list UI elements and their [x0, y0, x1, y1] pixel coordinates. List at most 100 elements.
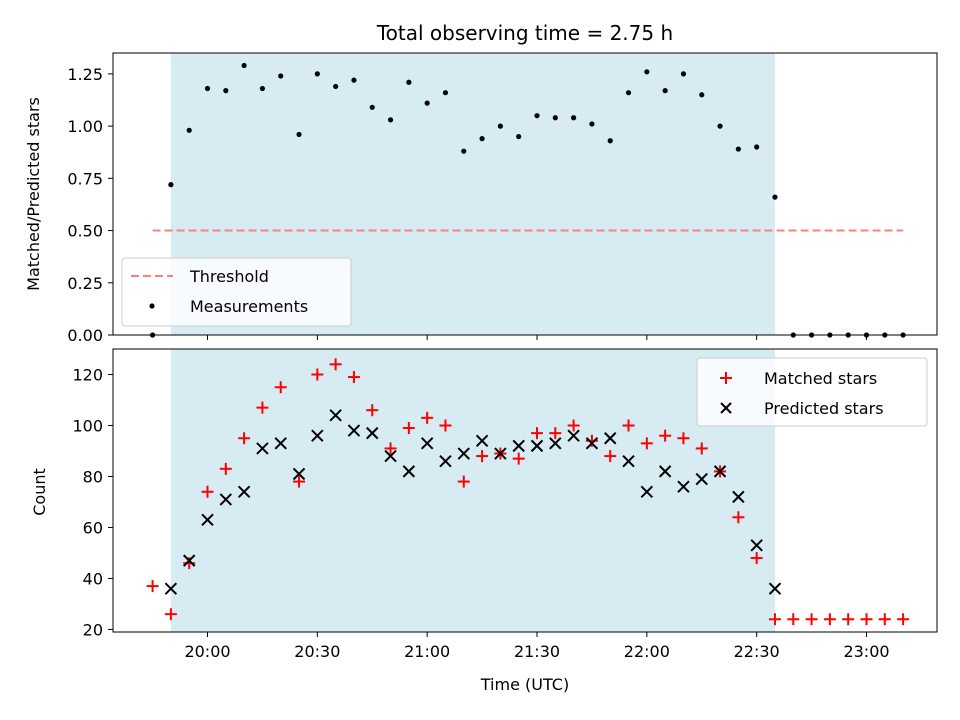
measurement-point [589, 121, 595, 127]
count-y-tick-label: 20 [83, 620, 103, 639]
matched-point [768, 613, 781, 626]
predicted-point [658, 465, 672, 478]
x-axis-label: Time (UTC) [480, 675, 569, 694]
matched-point [476, 450, 489, 463]
measurement-point [607, 138, 613, 144]
measurement-point [168, 182, 174, 188]
measurement-point [204, 85, 211, 92]
predicted-legend-marker [720, 402, 732, 414]
measurement-point [680, 71, 687, 77]
ratio-y-tick-label: 1.00 [67, 117, 103, 136]
matched-point [384, 442, 397, 455]
matched-point [695, 442, 708, 455]
matched-point [585, 434, 598, 447]
matched-point [311, 368, 324, 381]
matched-legend-label: Matched stars [764, 369, 877, 388]
matched-point [604, 450, 617, 463]
matched-point [512, 452, 525, 465]
predicted-point [256, 442, 269, 455]
count-y-tick-label: 120 [72, 365, 103, 384]
matched-point [402, 422, 415, 435]
predicted-point [640, 485, 654, 498]
measurement-point [644, 69, 650, 75]
ratio-legend: Threshold Measurements [121, 257, 352, 327]
observing-window-span [170, 349, 775, 632]
measurement-point [497, 123, 503, 129]
predicted-point [512, 439, 525, 453]
measurement-point [516, 133, 522, 140]
x-tick-label: 22:30 [734, 642, 780, 661]
measurement-point [735, 146, 741, 152]
matched-point [842, 613, 855, 626]
predicted-point [329, 409, 342, 422]
predicted-point [347, 424, 361, 437]
measurement-point [534, 113, 540, 119]
ratio-y-tick-label: 0.50 [67, 222, 103, 241]
predicted-point [549, 437, 562, 450]
matched-point [622, 419, 635, 432]
count-legend: Matched stars Predicted stars [696, 357, 928, 427]
ratio-y-tick-label: 0.00 [67, 326, 103, 345]
matched-point [805, 613, 818, 626]
matched-point [640, 437, 653, 450]
count-panel: 20 40 60 80 100 120 20:00 20:30 21:00 21:30 22:00… [30, 348, 938, 694]
x-tick-label: 23:00 [843, 642, 889, 661]
predicted-point [311, 429, 324, 442]
measurement-point [699, 92, 705, 98]
matched-point [897, 613, 910, 626]
count-y-tick-label: 60 [83, 518, 103, 537]
predicted-point [494, 447, 507, 460]
predicted-point [274, 437, 287, 450]
matched-point [549, 427, 562, 440]
predicted-point [695, 472, 708, 486]
ratio-y-tick-label: 0.25 [67, 274, 103, 293]
measurement-point [296, 131, 302, 138]
matched-point [439, 419, 452, 432]
ratio-panel-frame [112, 52, 938, 336]
predicted-point [420, 437, 434, 450]
matched-point [347, 371, 360, 384]
predicted-point [732, 490, 745, 504]
predicted-point [201, 513, 214, 527]
matched-point [256, 401, 269, 414]
predicted-point [164, 582, 178, 595]
predicted-point [182, 554, 196, 567]
predicted-point [622, 454, 635, 468]
measurement-point [259, 85, 266, 92]
count-y-tick-label: 100 [72, 416, 103, 435]
measurement-point [223, 88, 229, 94]
matched-point [421, 411, 434, 424]
matched-point [164, 608, 177, 621]
matched-point [567, 419, 580, 432]
measurement-point [387, 117, 394, 123]
measurement-point [241, 62, 247, 69]
matched-point [659, 429, 672, 442]
matched-point [219, 462, 232, 475]
predicted-point [604, 432, 617, 445]
predicted-point [677, 480, 690, 493]
matched-legend-marker [720, 372, 732, 384]
predicted-point [530, 439, 544, 453]
matched-point [677, 432, 690, 445]
count-panel-frame [112, 348, 938, 633]
predicted-point [384, 449, 397, 463]
predicted-point [219, 493, 233, 506]
measurement-point [754, 144, 760, 150]
threshold-legend-label: Threshold [189, 267, 269, 286]
measurement-point [314, 71, 320, 77]
measurement-point [571, 115, 577, 121]
measurements-legend-label: Measurements [190, 297, 308, 316]
measurement-point [369, 104, 375, 110]
count-y-axis-label: Count [30, 468, 49, 516]
predicted-point [768, 582, 782, 595]
ratio-panel: 0.00 0.25 0.50 0.75 1.00 1.25 Matched/Predict… [24, 52, 938, 345]
matched-point [878, 613, 891, 626]
measurement-point [717, 123, 723, 129]
measurement-point [662, 88, 668, 94]
predicted-point [457, 447, 470, 460]
x-tick-label: 20:00 [184, 642, 230, 661]
measurement-point [625, 90, 632, 96]
ratio-y-tick-label: 0.75 [67, 169, 103, 188]
count-legend-box [696, 357, 928, 427]
